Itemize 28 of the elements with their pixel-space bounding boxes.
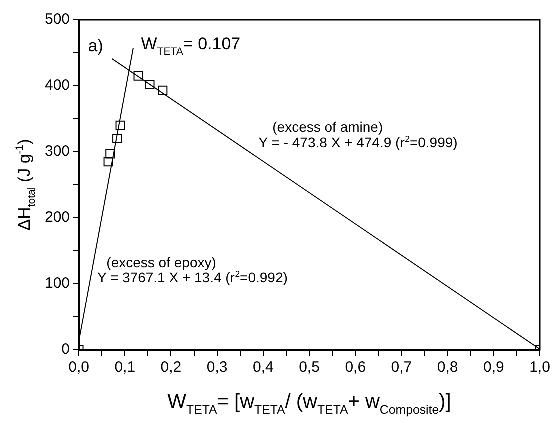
x-tick-label: 0,9 xyxy=(483,359,504,376)
point xyxy=(134,71,144,81)
x-tick-label: 0,7 xyxy=(391,359,412,376)
point xyxy=(116,120,126,130)
x-tick-label: 0,1 xyxy=(114,359,136,376)
point xyxy=(112,134,122,144)
x-tick-label: 0,5 xyxy=(299,359,320,376)
y-axis-title: ΔHtotal (J g-1) xyxy=(14,139,38,231)
point xyxy=(106,149,116,159)
y-tick-label: 500 xyxy=(44,11,70,28)
y-tick-label: 200 xyxy=(44,209,70,226)
annotation: (excess of amine) xyxy=(272,119,384,136)
x-tick-label: 1,0 xyxy=(530,359,550,376)
x-tick-label: 0,0 xyxy=(68,359,90,376)
y-tick-label: 0 xyxy=(62,341,70,358)
y-tick-label: 100 xyxy=(44,275,70,292)
point xyxy=(104,157,114,167)
x-tick-label: 0,6 xyxy=(345,359,366,376)
x-tick-label: 0,4 xyxy=(252,359,274,376)
y-tick-label: 400 xyxy=(44,77,70,94)
y-tick-label: 300 xyxy=(44,143,70,160)
x-tick-label: 0,2 xyxy=(160,359,182,376)
annotation: a) xyxy=(88,36,104,56)
x-tick-label: 0,8 xyxy=(437,359,458,376)
point xyxy=(158,86,168,96)
point xyxy=(145,80,155,90)
annotation: (excess of epoxy) xyxy=(106,254,216,270)
x-tick-label: 0,3 xyxy=(206,359,228,376)
